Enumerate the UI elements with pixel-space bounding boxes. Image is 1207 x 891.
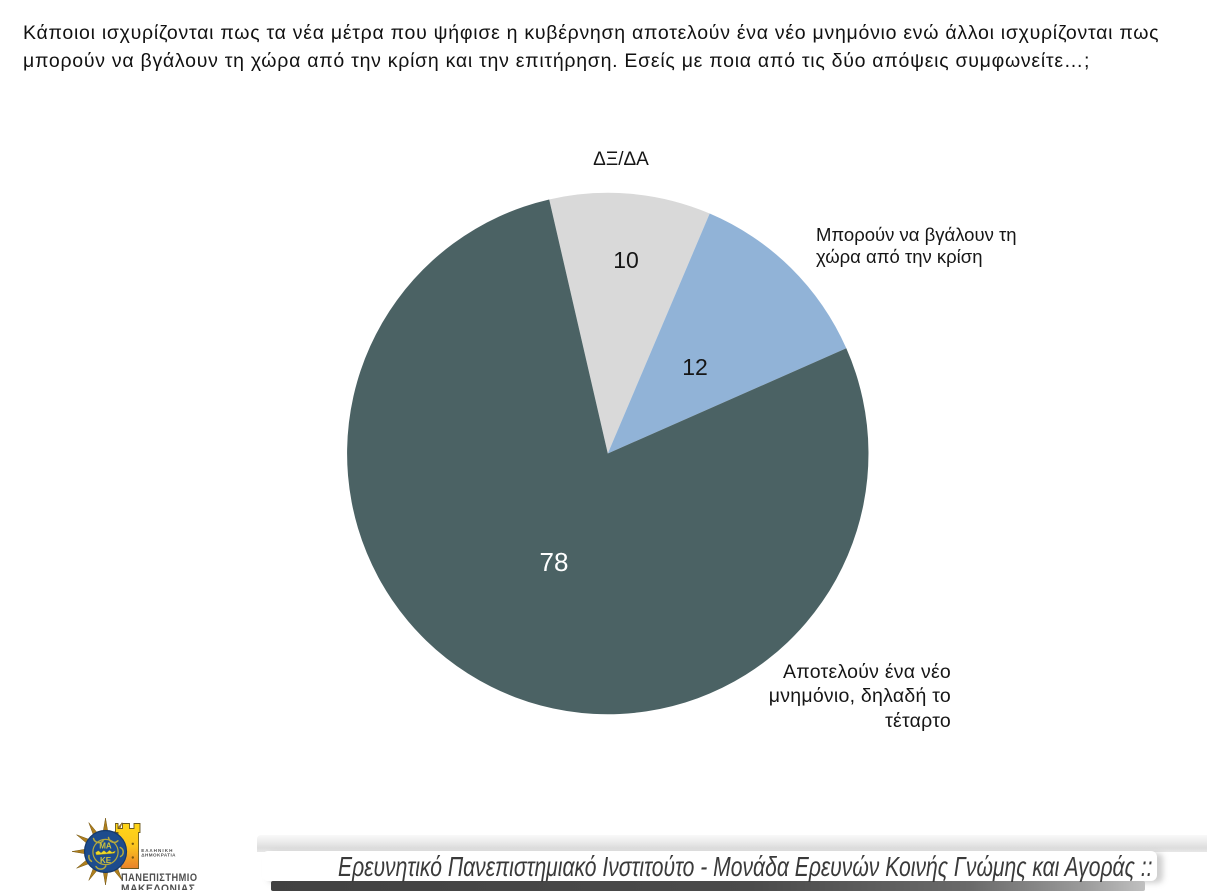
svg-text:ΜΑ: ΜΑ [99,842,112,851]
svg-text:ΚΕ: ΚΕ [100,856,112,865]
svg-text:ΔΗΜΟΚΡΑΤΙΑ: ΔΗΜΟΚΡΑΤΙΑ [141,853,176,858]
svg-text:ΠΑΝΕΠΙΣΤΗΜΙΟ: ΠΑΝΕΠΙΣΤΗΜΙΟ [121,872,198,884]
svg-text:ΜΑΚΕΔΟΝΙΑΣ: ΜΑΚΕΔΟΝΙΑΣ [121,883,196,890]
svg-text:ΕΛΛΗΝΙΚΗ: ΕΛΛΗΝΙΚΗ [141,848,173,853]
